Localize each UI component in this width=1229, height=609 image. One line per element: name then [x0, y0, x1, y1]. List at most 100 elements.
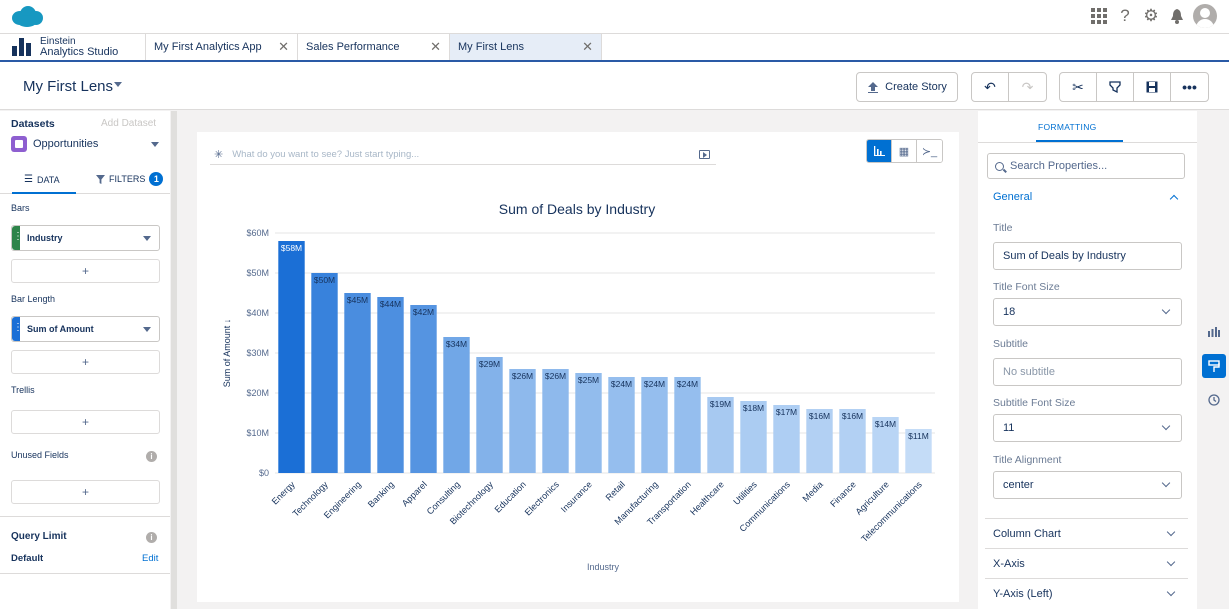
plus-icon: + [81, 355, 89, 369]
search-properties-input[interactable]: Search Properties... [987, 153, 1185, 179]
title-input[interactable]: Sum of Deals by Industry [993, 242, 1182, 270]
tab-filters[interactable]: FILTERS 1 [96, 172, 164, 186]
bar [509, 369, 536, 473]
filter-icon [96, 174, 105, 184]
bar [410, 305, 437, 473]
notifications-bell-icon[interactable] [1167, 6, 1187, 26]
close-icon[interactable]: ✕ [582, 39, 593, 54]
bar [542, 369, 569, 473]
left-panel-scrollbar[interactable] [171, 111, 177, 609]
chevron-down-icon[interactable] [114, 82, 122, 87]
x-axis-section[interactable]: X-Axis [985, 548, 1188, 578]
global-header: ? ⚙ [0, 0, 1229, 34]
bar-data-label: $17M [776, 407, 797, 417]
bar [740, 401, 767, 473]
chart-view-icon[interactable] [867, 140, 892, 162]
section-label: Y-Axis (Left) [993, 587, 1053, 600]
x-tick-label: Healthcare [688, 479, 726, 517]
column-chart-section[interactable]: Column Chart [985, 518, 1188, 548]
chevron-down-icon [1161, 305, 1171, 315]
subtitle-font-size-select[interactable]: 11 [993, 414, 1182, 442]
bar-length-field-name: Sum of Amount [27, 324, 94, 334]
y-axis-left-section[interactable]: Y-Axis (Left) [985, 578, 1188, 608]
dimension-drag-handle[interactable] [12, 226, 23, 250]
query-bar[interactable]: ✳ What do you want to see? Just start ty… [210, 145, 716, 165]
query-limit-value: Default [11, 553, 44, 564]
right-rail [1202, 320, 1226, 422]
edit-query-limit-link[interactable]: Edit [142, 553, 159, 564]
title-alignment-label: Title Alignment [993, 454, 1062, 466]
save-icon[interactable] [1134, 73, 1171, 101]
info-icon[interactable]: i [146, 451, 157, 462]
tab-filters-label: FILTERS [109, 174, 146, 184]
title-alignment-select[interactable]: center [993, 471, 1182, 499]
tab-sales-performance[interactable]: Sales Performance ✕ [298, 34, 450, 60]
app-home-tab[interactable]: Einstein Analytics Studio [0, 34, 146, 60]
measure-drag-handle[interactable] [12, 317, 23, 341]
subtitle-label: Subtitle [993, 338, 1029, 350]
dataset-selector[interactable]: Opportunities [11, 135, 159, 153]
bar-data-label: $25M [578, 375, 599, 385]
title-font-size-select[interactable]: 18 [993, 298, 1182, 326]
setup-gear-icon[interactable]: ⚙ [1143, 6, 1159, 25]
x-tick-label: Banking [366, 479, 396, 509]
salesforce-logo-icon[interactable] [10, 5, 44, 29]
query-placeholder[interactable]: What do you want to see? Just start typi… [232, 149, 420, 160]
x-axis-label: Industry [587, 562, 620, 572]
tab-label: Sales Performance [306, 41, 400, 53]
bar-data-label: $11M [908, 431, 929, 441]
bar-data-label: $18M [743, 403, 764, 413]
chevron-down-icon[interactable] [143, 326, 151, 332]
create-story-button[interactable]: Create Story [856, 72, 958, 102]
chevron-down-icon [1161, 478, 1171, 488]
history-clock-icon[interactable] [1202, 388, 1226, 412]
tab-formatting[interactable]: FORMATTING [1038, 122, 1097, 132]
bar-chart: Sum of Deals by Industry $0 $10M $20M $30M $4… [222, 201, 935, 572]
close-icon[interactable]: ✕ [430, 39, 441, 54]
query-limit-label: Query Limit [11, 531, 67, 542]
formatting-panel: FORMATTING Search Properties... General … [978, 111, 1197, 609]
clip-icon[interactable]: ✂ [1060, 73, 1097, 101]
active-tab-indicator [1036, 140, 1123, 142]
add-bars-button[interactable]: + [11, 259, 160, 283]
add-dataset-link[interactable]: Add Dataset [101, 118, 157, 129]
tab-my-first-lens[interactable]: My First Lens ✕ [450, 34, 602, 60]
page-title[interactable]: My First Lens [23, 78, 114, 95]
bars-field-pill[interactable]: Industry [11, 225, 160, 251]
add-trellis-button[interactable]: + [11, 410, 160, 434]
bar [872, 417, 899, 473]
chevron-down-icon [151, 141, 159, 147]
y-tick-label: $10M [246, 428, 269, 438]
chevron-up-icon[interactable] [1169, 194, 1179, 204]
info-icon[interactable]: i [146, 532, 157, 543]
saql-view-icon[interactable]: ≻_ [917, 140, 942, 162]
close-icon[interactable]: ✕ [278, 39, 289, 54]
dataset-name: Opportunities [33, 138, 99, 150]
tab-data[interactable]: ☰ DATA [24, 174, 60, 185]
title-font-size-value: 18 [1003, 306, 1016, 318]
run-query-icon[interactable] [699, 150, 710, 159]
plus-icon: + [81, 264, 89, 278]
formatting-paint-icon[interactable] [1202, 354, 1226, 378]
tab-my-first-analytics-app[interactable]: My First Analytics App ✕ [146, 34, 298, 60]
user-avatar[interactable] [1193, 4, 1217, 28]
help-icon[interactable]: ? [1120, 6, 1130, 25]
app-launcher-icon[interactable] [1089, 6, 1109, 26]
more-icon[interactable]: ••• [1182, 79, 1197, 95]
bar-data-label: $58M [281, 243, 302, 253]
add-bar-length-button[interactable]: + [11, 350, 160, 374]
general-section-header[interactable]: General [993, 191, 1033, 203]
data-filter-tabs: ☰ DATA FILTERS 1 [0, 166, 170, 194]
add-unused-field-button[interactable]: + [11, 480, 160, 504]
search-icon [995, 161, 1004, 171]
redo-icon[interactable]: ↷ [1021, 78, 1034, 95]
chevron-down-icon[interactable] [143, 235, 151, 241]
undo-icon[interactable]: ↶ [972, 73, 1009, 101]
datasets-label: Datasets [11, 118, 55, 130]
filter-icon[interactable] [1097, 73, 1134, 101]
table-view-icon[interactable]: ▦ [892, 140, 917, 162]
widget-properties-icon[interactable] [1202, 320, 1226, 344]
title-font-size-label: Title Font Size [993, 281, 1060, 293]
subtitle-input[interactable]: No subtitle [993, 358, 1182, 386]
bar-length-field-pill[interactable]: Sum of Amount [11, 316, 160, 342]
